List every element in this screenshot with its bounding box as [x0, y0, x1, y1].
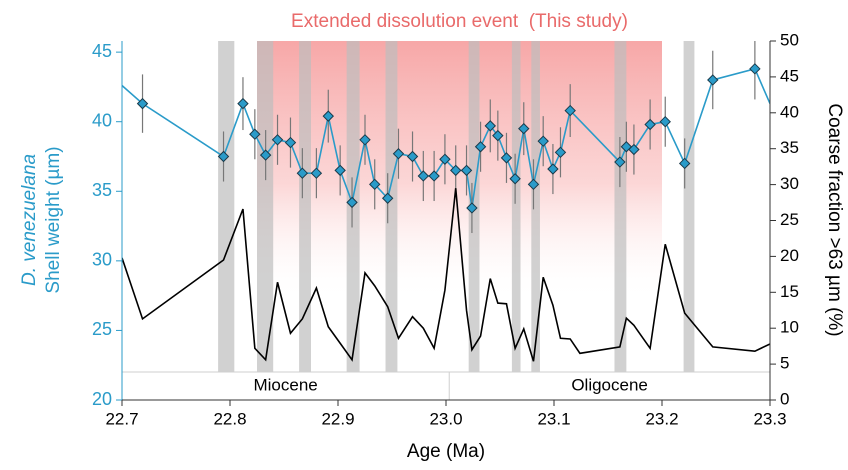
y-tick-label: 40: [92, 110, 112, 130]
gray-band: [683, 41, 695, 372]
y2-tick-label: 50: [780, 30, 799, 49]
marker: [707, 74, 719, 86]
y2-tick-label: 10: [780, 318, 799, 337]
marker: [406, 150, 419, 163]
y2-tick-label: 0: [780, 389, 789, 408]
y2-tick-label: 20: [780, 246, 799, 265]
y-tick-label: 30: [92, 250, 112, 270]
x-tick-label: 23.0: [429, 409, 462, 428]
marker: [346, 196, 358, 209]
marker: [659, 115, 671, 128]
marker: [749, 63, 761, 75]
marker: [547, 163, 559, 175]
y2-tick-label: 40: [780, 102, 799, 121]
marker: [554, 146, 567, 159]
gray-band: [614, 41, 627, 372]
y2-tick-label: 35: [780, 138, 799, 157]
gray-band: [299, 41, 311, 372]
y-tick-label: 45: [92, 41, 112, 61]
marker: [484, 120, 496, 132]
gray-band: [257, 41, 274, 372]
marker: [500, 152, 513, 164]
marker: [620, 141, 633, 153]
epoch-label: Miocene: [253, 375, 317, 394]
marker: [460, 164, 473, 177]
marker: [259, 149, 272, 161]
marker: [564, 104, 576, 117]
x-tick-label: 23.2: [645, 409, 678, 428]
marker: [271, 134, 284, 146]
marker: [381, 192, 394, 204]
marker: [322, 110, 334, 122]
x-tick-label: 23.1: [537, 409, 570, 428]
marker: [334, 164, 346, 177]
marker: [310, 167, 323, 179]
marker: [628, 143, 640, 156]
marker: [644, 118, 656, 131]
marker: [417, 170, 430, 182]
marker: [284, 136, 297, 149]
marker: [492, 129, 504, 142]
marker: [217, 150, 230, 163]
y2-tick-label: 45: [780, 66, 799, 85]
y-axis-species: D. venezuelana: [19, 154, 40, 286]
y2-tick-label: 5: [780, 354, 789, 373]
gray-band: [531, 41, 540, 372]
marker: [474, 141, 487, 153]
marker: [237, 97, 249, 110]
marker: [369, 178, 381, 191]
marker: [392, 148, 405, 160]
marker: [518, 122, 530, 135]
y2-tick-label: 30: [780, 174, 799, 193]
x-axis-title: Age (Ma): [407, 441, 485, 462]
y2-tick-label: 25: [780, 210, 799, 229]
y-tick-label: 35: [92, 180, 112, 200]
marker: [450, 164, 462, 177]
marker: [509, 173, 521, 185]
gray-band: [385, 41, 398, 372]
marker: [614, 156, 626, 168]
gray-band: [511, 41, 521, 372]
x-tick-label: 22.8: [213, 409, 246, 428]
epoch-strip: [121, 371, 771, 401]
epoch-label: Oligocene: [571, 375, 648, 394]
marker: [296, 167, 309, 179]
highlight-label: Extended dissolution event (This study): [291, 11, 628, 32]
x-tick-label: 22.7: [105, 409, 138, 428]
marker: [136, 97, 149, 110]
y-tick-label: 20: [92, 389, 112, 409]
marker: [249, 128, 261, 140]
gray-band: [218, 41, 235, 372]
series-line: [122, 188, 770, 362]
y2-axis-title: Coarse fraction >63 µm (%): [824, 103, 845, 336]
marker: [678, 157, 691, 170]
marker: [359, 134, 371, 146]
marker: [527, 178, 540, 191]
plot-area: [122, 41, 770, 372]
marker: [428, 170, 440, 182]
marker: [466, 202, 478, 214]
y2-tick-label: 15: [780, 282, 799, 301]
y-tick-label: 25: [92, 319, 112, 339]
marker: [537, 135, 549, 147]
x-tick-label: 23.3: [753, 409, 786, 428]
marker: [439, 153, 451, 165]
x-tick-label: 22.9: [321, 409, 354, 428]
y-axis-title: Shell weight (µm): [43, 146, 64, 293]
